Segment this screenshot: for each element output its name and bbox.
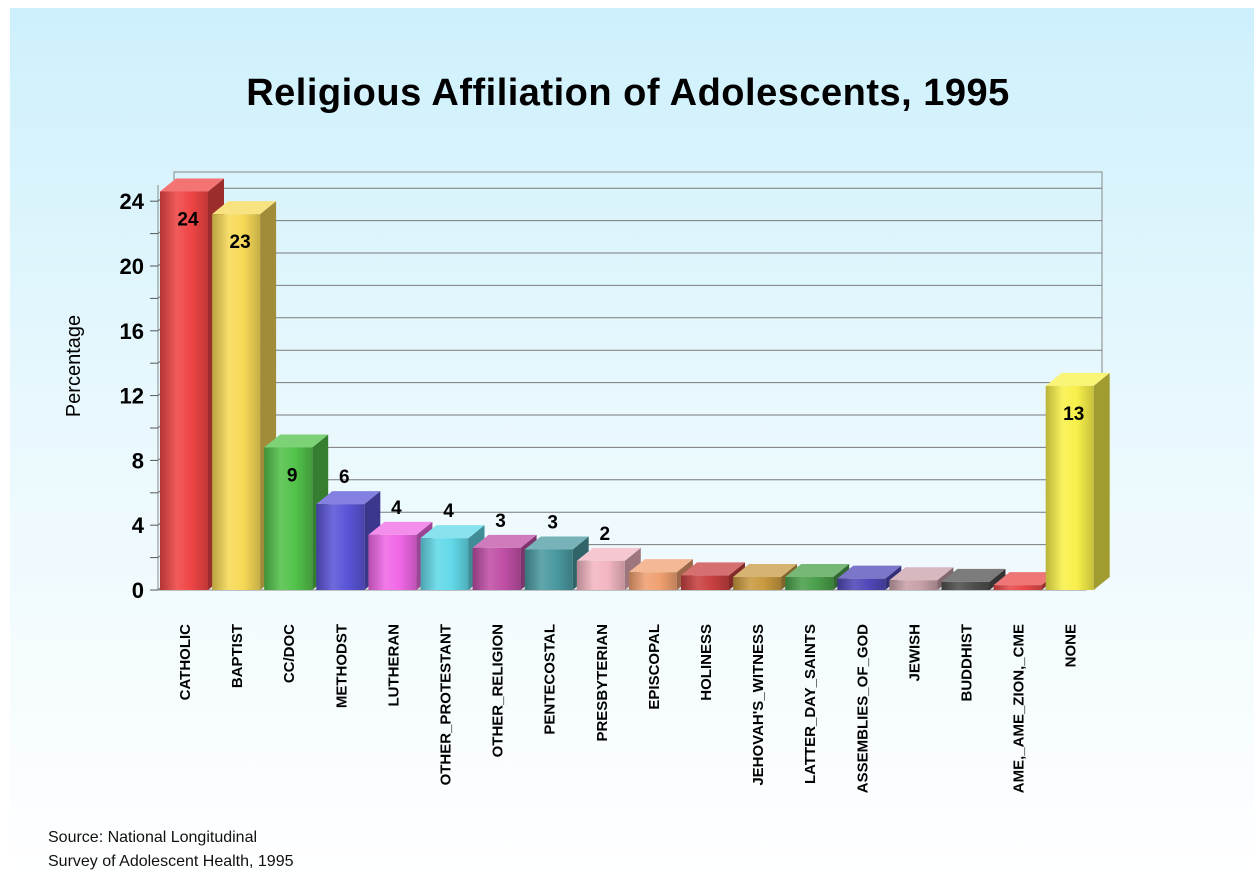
bar-top — [941, 568, 1006, 582]
y-tick-label: 24 — [120, 189, 145, 214]
bar-front — [941, 581, 990, 590]
bar-front — [785, 577, 834, 590]
bar-front — [628, 572, 677, 590]
bar — [1045, 372, 1110, 590]
data-label: 3 — [495, 511, 506, 532]
bar-top — [993, 572, 1058, 586]
bar-front — [524, 549, 573, 590]
bar-top — [628, 559, 693, 573]
x-tick-label: BAPTIST — [229, 624, 246, 688]
x-tick-label: JEWISH — [906, 624, 923, 682]
bar — [212, 201, 277, 590]
x-tick-label: HOLINESS — [698, 624, 715, 701]
data-label: 4 — [443, 501, 454, 522]
bar-front — [420, 538, 469, 590]
data-label: 2 — [600, 524, 611, 545]
x-tick-label: PENTECOSTAL — [542, 624, 559, 735]
bar-side — [1093, 372, 1110, 590]
x-tick-label: JEHOVAH'S_WITNESS — [750, 624, 767, 786]
bar-top — [785, 564, 850, 578]
bar-front — [576, 560, 625, 590]
bar-front — [993, 585, 1042, 590]
bar-front — [264, 447, 313, 590]
bar-top — [733, 564, 798, 578]
bar-top — [212, 201, 277, 215]
data-label: 9 — [287, 465, 298, 486]
bar-top — [160, 178, 224, 192]
x-tick-label: METHODST — [333, 624, 350, 708]
bar-front — [681, 575, 729, 590]
data-label: 13 — [1063, 404, 1084, 425]
y-tick-label: 12 — [120, 384, 144, 409]
bar-top — [368, 521, 433, 535]
x-tick-label: CC/DOC — [281, 624, 298, 683]
bar-top — [524, 536, 589, 550]
y-tick-label: 8 — [132, 448, 144, 473]
bar-top — [681, 562, 745, 576]
bar-front — [837, 578, 886, 590]
bar-front — [212, 214, 261, 590]
data-label: 4 — [391, 498, 402, 519]
bar — [316, 491, 381, 590]
bar-front — [733, 577, 782, 590]
bar-top — [316, 491, 381, 505]
data-label: 6 — [339, 467, 350, 488]
bar-top — [472, 534, 537, 548]
bar-front — [316, 504, 365, 590]
x-tick-label: AME,_AME_ZION,_CME — [1011, 624, 1028, 793]
bar-front — [472, 547, 521, 590]
bar-top — [889, 567, 954, 581]
x-tick-label: LUTHERAN — [385, 624, 402, 707]
data-label: 23 — [230, 232, 251, 253]
chart-title: Religious Affiliation of Adolescents, 19… — [246, 72, 1010, 114]
source-line-1: Source: National Longitudinal — [48, 829, 258, 846]
bar-top — [1045, 372, 1110, 386]
bar-top — [837, 565, 902, 579]
y-tick-label: 16 — [120, 319, 144, 344]
y-axis-label: Percentage — [63, 315, 85, 417]
bar — [264, 434, 329, 590]
y-tick-label: 20 — [120, 254, 144, 279]
y-tick-label: 4 — [132, 513, 145, 538]
data-label: 3 — [547, 513, 558, 534]
bar-chart: 04812162024Percentage24CATHOLIC23BAPTIST… — [63, 171, 1110, 793]
bar-top — [420, 525, 485, 539]
bar — [368, 521, 433, 590]
bar-front — [368, 534, 417, 590]
x-tick-label: PRESBYTERIAN — [594, 624, 611, 742]
x-tick-label: NONE — [1063, 624, 1080, 667]
bar-side — [937, 567, 954, 590]
x-tick-label: BUDDHIST — [959, 624, 976, 702]
bar-side — [989, 568, 1006, 590]
source-line-2: Survey of Adolescent Health, 1995 — [48, 853, 294, 870]
source-note: Source: National Longitudinal Survey of … — [48, 826, 294, 874]
bar-front — [889, 580, 938, 590]
x-tick-label: OTHER_PROTESTANT — [438, 624, 455, 785]
x-tick-label: OTHER_RELIGION — [490, 624, 507, 757]
x-tick-label: CATHOLIC — [177, 624, 194, 701]
bar-top — [576, 547, 641, 561]
data-label: 24 — [177, 209, 199, 230]
bar-front — [1045, 385, 1094, 590]
x-tick-label: EPISCOPAL — [646, 624, 663, 710]
bar-top — [264, 434, 329, 448]
bar-front — [160, 191, 208, 591]
x-tick-label: LATTER_DAY_SAINTS — [802, 624, 819, 784]
bar — [941, 568, 1006, 590]
y-tick-label: 0 — [132, 578, 144, 603]
bar — [420, 525, 485, 590]
bar — [889, 567, 954, 590]
x-tick-label: ASSEMBLIES_OF_GOD — [854, 624, 871, 793]
chart-slide: 0 4 8 12 16 20 24 Percentage 24 CATHOLIC 23 BAPTIST… — [10, 8, 1254, 880]
